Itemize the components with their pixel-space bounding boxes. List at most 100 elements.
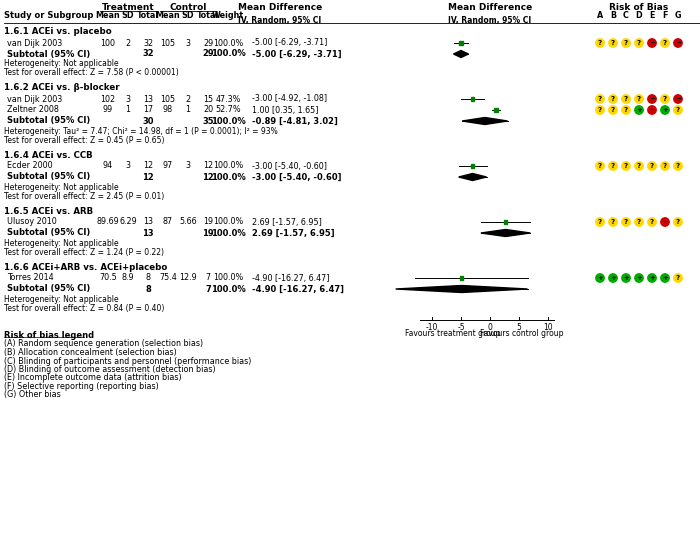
- Text: ?: ?: [624, 107, 628, 113]
- Text: Subtotal (95% CI): Subtotal (95% CI): [7, 229, 90, 238]
- Text: G: G: [675, 12, 681, 20]
- Text: 12: 12: [142, 173, 154, 182]
- Text: 1: 1: [186, 106, 190, 115]
- Text: Treatment: Treatment: [102, 4, 155, 12]
- Text: 30: 30: [142, 117, 154, 125]
- Text: ?: ?: [611, 163, 615, 169]
- Text: Control: Control: [169, 4, 206, 12]
- Text: (E) Incomplete outcome data (attrition bias): (E) Incomplete outcome data (attrition b…: [4, 374, 181, 383]
- Circle shape: [661, 95, 669, 103]
- Text: 8: 8: [145, 285, 151, 294]
- Text: 3: 3: [186, 38, 190, 47]
- Text: ?: ?: [611, 107, 615, 113]
- Circle shape: [648, 39, 656, 47]
- Text: SD: SD: [182, 12, 195, 20]
- Text: 12: 12: [143, 161, 153, 171]
- Text: ?: ?: [676, 163, 680, 169]
- Text: 13: 13: [143, 94, 153, 103]
- Text: van Dijk 2003: van Dijk 2003: [7, 38, 62, 47]
- Circle shape: [596, 162, 604, 170]
- Text: 17: 17: [143, 106, 153, 115]
- Text: 100.0%: 100.0%: [213, 273, 243, 282]
- Circle shape: [596, 274, 604, 282]
- Text: ?: ?: [637, 219, 641, 225]
- Circle shape: [674, 218, 682, 226]
- Circle shape: [635, 162, 643, 170]
- Circle shape: [648, 95, 656, 103]
- Circle shape: [674, 95, 682, 103]
- Circle shape: [635, 106, 643, 114]
- Text: 10: 10: [543, 323, 553, 332]
- Text: 32: 32: [143, 38, 153, 47]
- Text: 94: 94: [103, 161, 113, 171]
- Polygon shape: [395, 286, 528, 293]
- Text: 7: 7: [205, 273, 211, 282]
- Text: -5: -5: [457, 323, 465, 332]
- Circle shape: [596, 95, 604, 103]
- Text: Subtotal (95% CI): Subtotal (95% CI): [7, 285, 90, 294]
- Text: 2: 2: [125, 38, 131, 47]
- Circle shape: [661, 274, 669, 282]
- Circle shape: [622, 39, 630, 47]
- Text: 52.7%: 52.7%: [215, 106, 241, 115]
- Bar: [471, 97, 475, 101]
- Text: +: +: [662, 275, 668, 281]
- Text: ?: ?: [598, 163, 602, 169]
- Text: Mean: Mean: [96, 12, 120, 20]
- Text: +: +: [649, 275, 655, 281]
- Text: -4.90 [-16.27, 6.47]: -4.90 [-16.27, 6.47]: [252, 285, 344, 294]
- Text: (G) Other bias: (G) Other bias: [4, 391, 61, 400]
- Text: 100.0%: 100.0%: [213, 38, 243, 47]
- Circle shape: [635, 95, 643, 103]
- Text: ?: ?: [676, 219, 680, 225]
- Text: Study or Subgroup: Study or Subgroup: [4, 12, 93, 20]
- Text: SD: SD: [122, 12, 134, 20]
- Text: ?: ?: [663, 40, 667, 46]
- Text: 8.9: 8.9: [122, 273, 134, 282]
- Text: 2.69 [-1.57, 6.95]: 2.69 [-1.57, 6.95]: [252, 217, 322, 227]
- Text: Mean Difference: Mean Difference: [238, 4, 322, 12]
- Circle shape: [622, 106, 630, 114]
- Text: 19: 19: [203, 217, 213, 227]
- Text: 99: 99: [103, 106, 113, 115]
- Text: ?: ?: [650, 163, 654, 169]
- Text: Favours control group: Favours control group: [480, 329, 564, 338]
- Text: ?: ?: [663, 96, 667, 102]
- Text: (D) Blinding of outcome assessment (detection bias): (D) Blinding of outcome assessment (dete…: [4, 365, 216, 374]
- Text: Heterogeneity: Tau² = 7.47; Chi² = 14.98, df = 1 (P = 0.0001); I² = 93%: Heterogeneity: Tau² = 7.47; Chi² = 14.98…: [4, 126, 278, 135]
- Text: ?: ?: [637, 96, 641, 102]
- Text: (F) Selective reporting (reporting bias): (F) Selective reporting (reporting bias): [4, 382, 159, 391]
- Text: A: A: [597, 12, 603, 20]
- Text: 100.0%: 100.0%: [211, 173, 246, 182]
- Text: -4.90 [-16.27, 6.47]: -4.90 [-16.27, 6.47]: [252, 273, 330, 282]
- Text: 75.4: 75.4: [159, 273, 177, 282]
- Text: ?: ?: [611, 219, 615, 225]
- Text: 6.29: 6.29: [119, 217, 137, 227]
- Text: 32: 32: [142, 50, 154, 59]
- Text: Zeltner 2008: Zeltner 2008: [7, 106, 59, 115]
- Text: ?: ?: [637, 40, 641, 46]
- Text: ?: ?: [598, 96, 602, 102]
- Text: ?: ?: [598, 40, 602, 46]
- Text: 97: 97: [163, 161, 173, 171]
- Text: 47.3%: 47.3%: [216, 94, 241, 103]
- Text: 5.66: 5.66: [179, 217, 197, 227]
- Text: Total: Total: [197, 12, 219, 20]
- Text: 35: 35: [202, 117, 214, 125]
- Text: −: −: [649, 40, 655, 46]
- Text: 8: 8: [146, 273, 150, 282]
- Text: −: −: [675, 96, 681, 102]
- Text: ?: ?: [624, 96, 628, 102]
- Text: -0.89 [-4.81, 3.02]: -0.89 [-4.81, 3.02]: [252, 117, 338, 125]
- Text: 1.6.6 ACEi+ARB vs. ACEi+placebo: 1.6.6 ACEi+ARB vs. ACEi+placebo: [4, 262, 167, 271]
- Circle shape: [648, 218, 656, 226]
- Circle shape: [661, 162, 669, 170]
- Text: Heterogeneity: Not applicable: Heterogeneity: Not applicable: [4, 182, 118, 191]
- Bar: [460, 276, 463, 280]
- Circle shape: [609, 39, 617, 47]
- Text: (A) Random sequence generation (selection bias): (A) Random sequence generation (selectio…: [4, 340, 203, 349]
- Text: 1.6.2 ACEi vs. β-blocker: 1.6.2 ACEi vs. β-blocker: [4, 84, 120, 93]
- Circle shape: [622, 274, 630, 282]
- Text: ?: ?: [676, 275, 680, 281]
- Text: 29: 29: [203, 38, 213, 47]
